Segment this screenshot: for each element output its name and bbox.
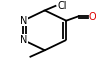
Text: O: O [88,12,96,22]
Text: N: N [20,35,27,45]
Text: N: N [20,16,27,26]
Text: Cl: Cl [57,1,67,11]
